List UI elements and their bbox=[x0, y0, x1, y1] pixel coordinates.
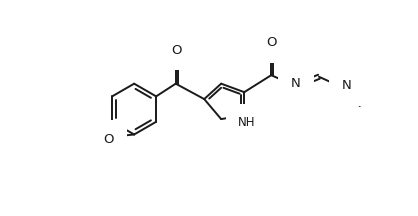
Text: N: N bbox=[342, 79, 352, 92]
Text: O: O bbox=[267, 36, 277, 49]
Text: NH: NH bbox=[238, 116, 255, 129]
Text: O: O bbox=[104, 133, 114, 146]
Text: N: N bbox=[291, 77, 301, 90]
Text: O: O bbox=[171, 44, 182, 57]
